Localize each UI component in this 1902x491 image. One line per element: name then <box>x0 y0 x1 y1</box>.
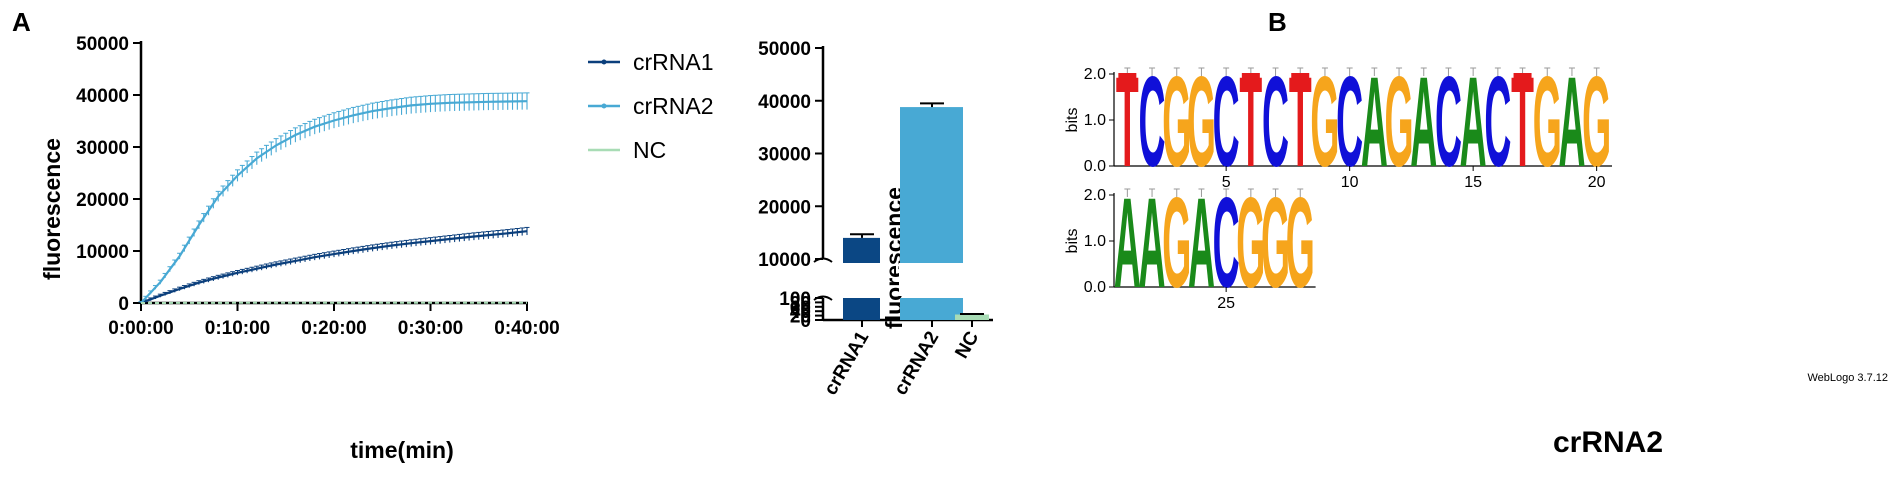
line-chart-x-tick-label: 0:40:00 <box>494 318 560 339</box>
logo-letter-overlay <box>1241 73 1260 85</box>
bar-chart-axis-break-upper <box>813 257 833 263</box>
bar-chart-y-tick-label-upper: 10000 <box>758 250 811 271</box>
bar-crrna2-break-gap <box>899 263 964 296</box>
legend-label-crrna2: crRNA2 <box>633 93 714 119</box>
bar-chart-x-label-nc: NC <box>951 328 983 363</box>
logo-y-tick-label: 2.0 <box>1084 187 1106 204</box>
bar-crrna2-upper <box>900 107 963 279</box>
logo-x-tick-label: 15 <box>1464 174 1482 191</box>
logo-y-tick-label: 1.0 <box>1084 233 1106 250</box>
line-chart-xlabel: time(min) <box>350 437 454 463</box>
logo-letter-t: T <box>1289 51 1312 194</box>
line-chart-legend: crRNA1 crRNA2 NC <box>588 49 714 163</box>
line-chart-y-tick-label: 10000 <box>76 242 129 263</box>
logo-y-tick-label: 0.0 <box>1084 158 1106 175</box>
bar-chart-y-tick-label-lower: 100 <box>779 289 811 310</box>
logo-letter-t: T <box>1116 51 1139 194</box>
bar-crrna1-break-gap <box>842 263 881 296</box>
logo-ylabel: bits <box>1064 229 1081 254</box>
line-chart-x-tick-label: 0:20:00 <box>301 318 367 339</box>
logo-x-tick-label: 20 <box>1588 174 1606 191</box>
bar-chart-y-tick-label-upper: 40000 <box>758 92 811 113</box>
logo-letter-overlay <box>1118 73 1137 85</box>
bar-chart-x-label-crrna1: crRNA1 <box>820 328 873 399</box>
bar-chart-y-tick-label-lower: 60 <box>790 298 811 319</box>
legend-label-crrna1: crRNA1 <box>633 49 714 75</box>
bar-chart-x-label-crrna2: crRNA2 <box>890 328 943 399</box>
sequence-logo-caption: crRNA2 <box>1553 426 1663 459</box>
logo-x-tick-label: 5 <box>1222 174 1231 191</box>
logo-x-tick-label: 25 <box>1217 295 1235 312</box>
bar-chart-y-tick-label-upper: 50000 <box>758 39 811 60</box>
line-chart: fluorescence time(min) 0 10000 20000 30000 4… <box>39 34 560 463</box>
logo-y-tick-label: 1.0 <box>1084 112 1106 129</box>
panel-label-b: B <box>1268 7 1287 37</box>
line-chart-x-tick-label: 0:30:00 <box>398 318 464 339</box>
logo-letter-overlay <box>1513 73 1532 85</box>
logo-letter-overlay <box>1291 73 1310 85</box>
logo-y-tick-label: 0.0 <box>1084 279 1106 296</box>
weblogo-footer: WebLogo 3.7.12 <box>1807 372 1888 384</box>
line-chart-y-tick-label: 50000 <box>76 34 129 55</box>
logo-ylabel: bits <box>1064 108 1081 133</box>
bar-crrna1-lower <box>843 298 880 320</box>
line-chart-x-tick-label: 0:00:00 <box>108 318 174 339</box>
bar-chart-y-tick-label-upper: 20000 <box>758 197 811 218</box>
legend-marker-crrna1 <box>601 59 607 65</box>
legend-marker-crrna2 <box>601 103 607 109</box>
line-chart-y-tick-label: 0 <box>118 294 129 315</box>
line-series-crrna2 <box>140 100 528 304</box>
bar-nc-break-gap <box>954 263 990 296</box>
bar-nc <box>955 314 989 320</box>
bar-chart-y-tick-label-lower: 0 <box>800 311 811 332</box>
line-chart-ylabel: fluorescence <box>39 138 65 280</box>
logo-letter-t: T <box>1511 51 1534 194</box>
bar-chart-y-tick-label-lower: 20 <box>790 307 811 328</box>
logo-letter-t: T <box>1239 51 1262 194</box>
bar-chart-y-tick-label-upper: 30000 <box>758 145 811 166</box>
bar-chart-axis-break-lower <box>813 295 833 301</box>
logo-y-tick-label: 2.0 <box>1084 66 1106 83</box>
line-chart-y-tick-label: 20000 <box>76 190 129 211</box>
line-chart-y-tick-label: 30000 <box>76 138 129 159</box>
bar-chart-y-tick-label-lower: 40 <box>790 302 811 323</box>
line-series-crrna1 <box>140 230 528 305</box>
line-chart-y-tick-label: 40000 <box>76 86 129 107</box>
line-chart-x-tick-label: 0:10:00 <box>205 318 271 339</box>
logo-x-tick-label: 10 <box>1341 174 1359 191</box>
bar-chart: fluorescence 100002000030000400005000002… <box>758 39 993 399</box>
legend-label-nc: NC <box>633 137 666 163</box>
bar-chart-y-tick-label-lower: 80 <box>790 293 811 314</box>
panel-label-a: A <box>12 7 31 37</box>
bar-crrna2-lower <box>900 298 963 320</box>
